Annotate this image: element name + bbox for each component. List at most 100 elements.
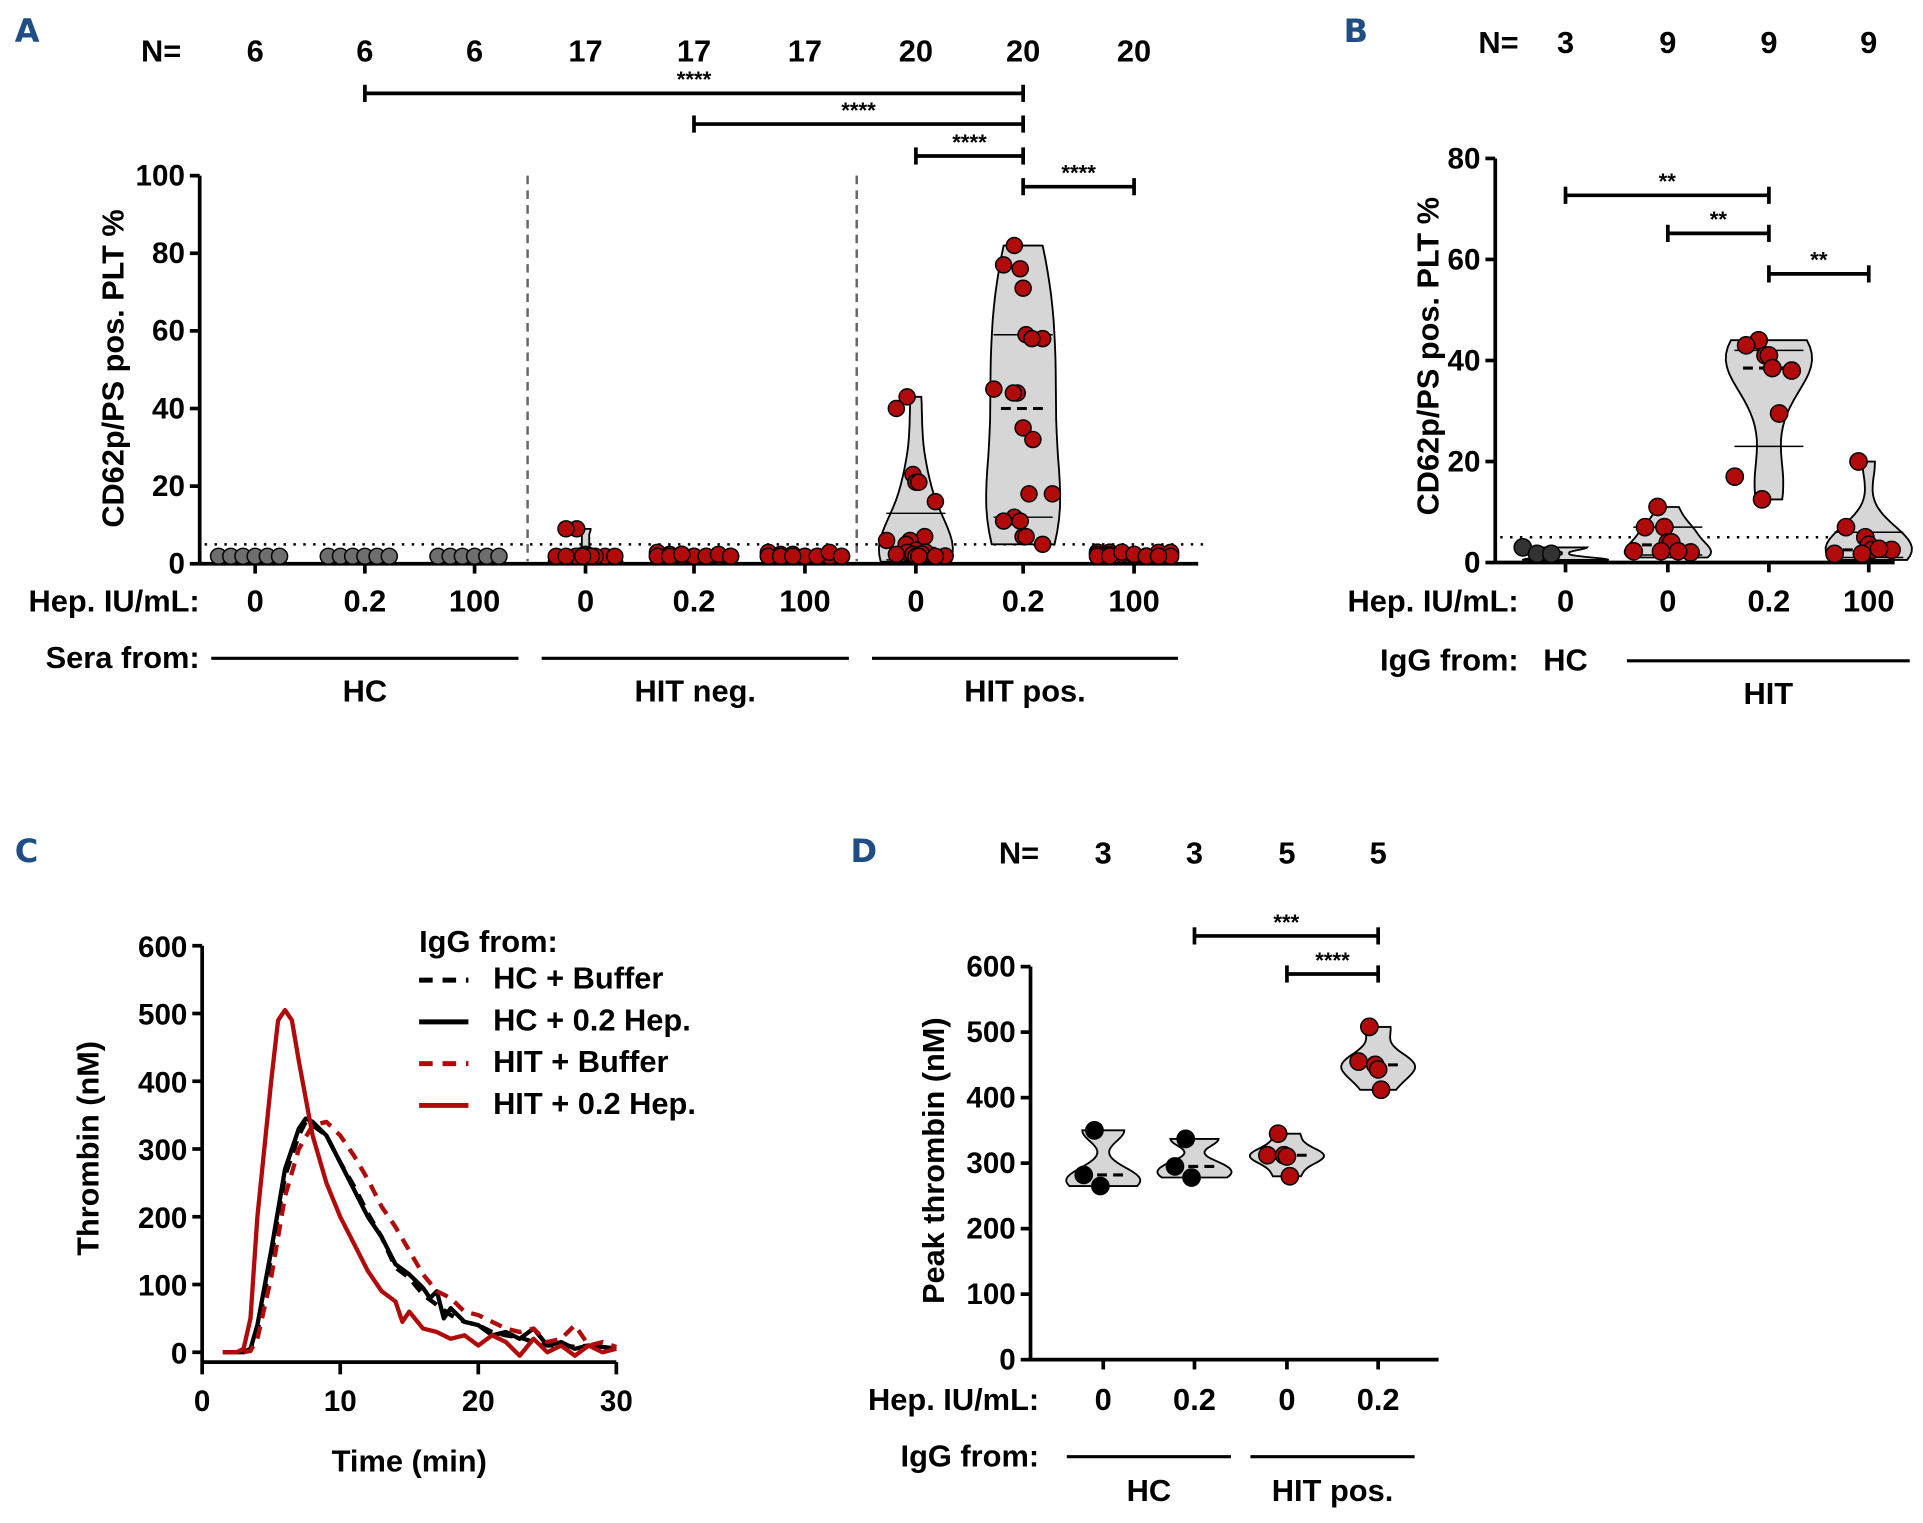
legend-entry: HIT + 0.2 Hep. [493, 1086, 696, 1121]
data-point [1725, 467, 1745, 486]
x-tick-label: 0.2 [1357, 1382, 1400, 1417]
data-point [887, 399, 906, 418]
n-count: 17 [788, 33, 822, 68]
panel-d: N= 3 3 5 5 0 100 200 300 400 500 600 Peak thrombin (… [868, 835, 1439, 1508]
data-point [1736, 335, 1756, 355]
x-row-label: Hep. IU/mL: [29, 584, 200, 619]
significance-label: **** [677, 67, 712, 92]
data-point [1014, 419, 1032, 437]
data-point [1043, 485, 1062, 503]
data-point [1359, 1017, 1379, 1037]
data-point [1005, 236, 1024, 255]
data-point [1541, 544, 1561, 564]
x-tick-label: 100 [779, 584, 830, 619]
group-name: HIT [1743, 676, 1793, 711]
x-tick-label: 0 [907, 584, 924, 619]
y-tick-label: 80 [152, 237, 185, 270]
data-point [557, 547, 575, 566]
n-count: 5 [1370, 835, 1387, 870]
group-name: HIT neg. [634, 673, 756, 708]
data-point [1349, 1052, 1368, 1071]
y-tick-label: 0 [171, 1337, 187, 1370]
significance-label: **** [1061, 161, 1096, 186]
n-count: 6 [247, 33, 264, 68]
x-tick-label: 30 [600, 1385, 633, 1418]
n-count: 17 [568, 33, 602, 68]
group-name: HIT pos. [964, 673, 1086, 708]
significance-label: ** [1710, 207, 1728, 232]
data-point [910, 473, 928, 491]
panel-label-d: D [851, 832, 878, 870]
y-tick-label: 400 [138, 1066, 187, 1099]
data-point [270, 547, 289, 566]
y-tick-label: 40 [152, 392, 185, 425]
data-point [1258, 1145, 1277, 1165]
group-name: HC [1127, 1473, 1172, 1508]
y-tick-label: 0 [1464, 546, 1480, 579]
data-point [1020, 485, 1038, 503]
data-point [1624, 542, 1644, 561]
data-point [1852, 544, 1872, 564]
x-row-label: Hep. IU/mL: [868, 1382, 1039, 1417]
n-count: 5 [1278, 835, 1295, 870]
n-count: 9 [1760, 25, 1777, 60]
data-point [877, 531, 896, 550]
data-point [1836, 517, 1856, 537]
data-point [1017, 527, 1035, 546]
x-tick-label: 0 [577, 584, 594, 619]
data-point [1149, 547, 1168, 566]
x-tick-label: 10 [324, 1385, 357, 1418]
y-tick-label: 600 [138, 931, 187, 964]
data-point [1268, 1124, 1288, 1143]
data-point [898, 388, 916, 406]
data-point [380, 547, 399, 566]
y-tick-label: 60 [1448, 243, 1481, 276]
data-point [1165, 1157, 1185, 1176]
y-tick-label: 600 [966, 950, 1015, 983]
violin-shape [1724, 339, 1813, 501]
x-tick-label: 20 [462, 1385, 495, 1418]
data-point [1782, 361, 1802, 380]
y-tick-label: 20 [152, 470, 185, 503]
x-tick-label: 0 [247, 584, 264, 619]
n-label: N= [141, 33, 181, 68]
data-point [1648, 497, 1667, 517]
data-point [887, 545, 906, 564]
n-count: 9 [1659, 25, 1676, 60]
group-name: HIT pos. [1272, 1473, 1394, 1508]
significance-label: *** [1273, 910, 1299, 935]
n-count: 17 [677, 33, 711, 68]
legend-entry: HC + Buffer [493, 961, 663, 996]
x-tick-label: 0 [1659, 584, 1676, 619]
data-point [1277, 1147, 1297, 1166]
y-tick-label: 40 [1448, 344, 1481, 377]
y-tick-label: 500 [966, 1016, 1015, 1049]
data-point [1769, 404, 1789, 423]
n-label: N= [1478, 25, 1518, 60]
y-tick-label: 500 [138, 999, 187, 1032]
y-tick-label: 200 [138, 1202, 187, 1235]
data-point [994, 256, 1013, 274]
n-count: 3 [1186, 835, 1203, 870]
significance-label: **** [1315, 948, 1350, 973]
series-line [222, 1116, 617, 1355]
group-row-label: IgG from: [901, 1439, 1040, 1474]
data-point [832, 547, 851, 566]
n-count: 3 [1557, 25, 1574, 60]
data-point [557, 520, 575, 538]
data-point [1371, 1080, 1391, 1100]
y-axis-title: CD62p/PS pos. PLT % [1411, 197, 1446, 515]
x-tick-label: 0 [194, 1385, 210, 1418]
data-point [1762, 358, 1782, 378]
y-axis-title: Thrombin (nM) [71, 1041, 106, 1256]
data-point [1011, 260, 1029, 278]
data-point [1074, 1165, 1094, 1185]
data-point [1651, 542, 1671, 561]
y-tick-label: 0 [168, 548, 184, 581]
x-row-label: Hep. IU/mL: [1348, 584, 1519, 619]
group-row-label: IgG from: [1380, 643, 1519, 678]
n-count: 20 [1006, 33, 1040, 68]
